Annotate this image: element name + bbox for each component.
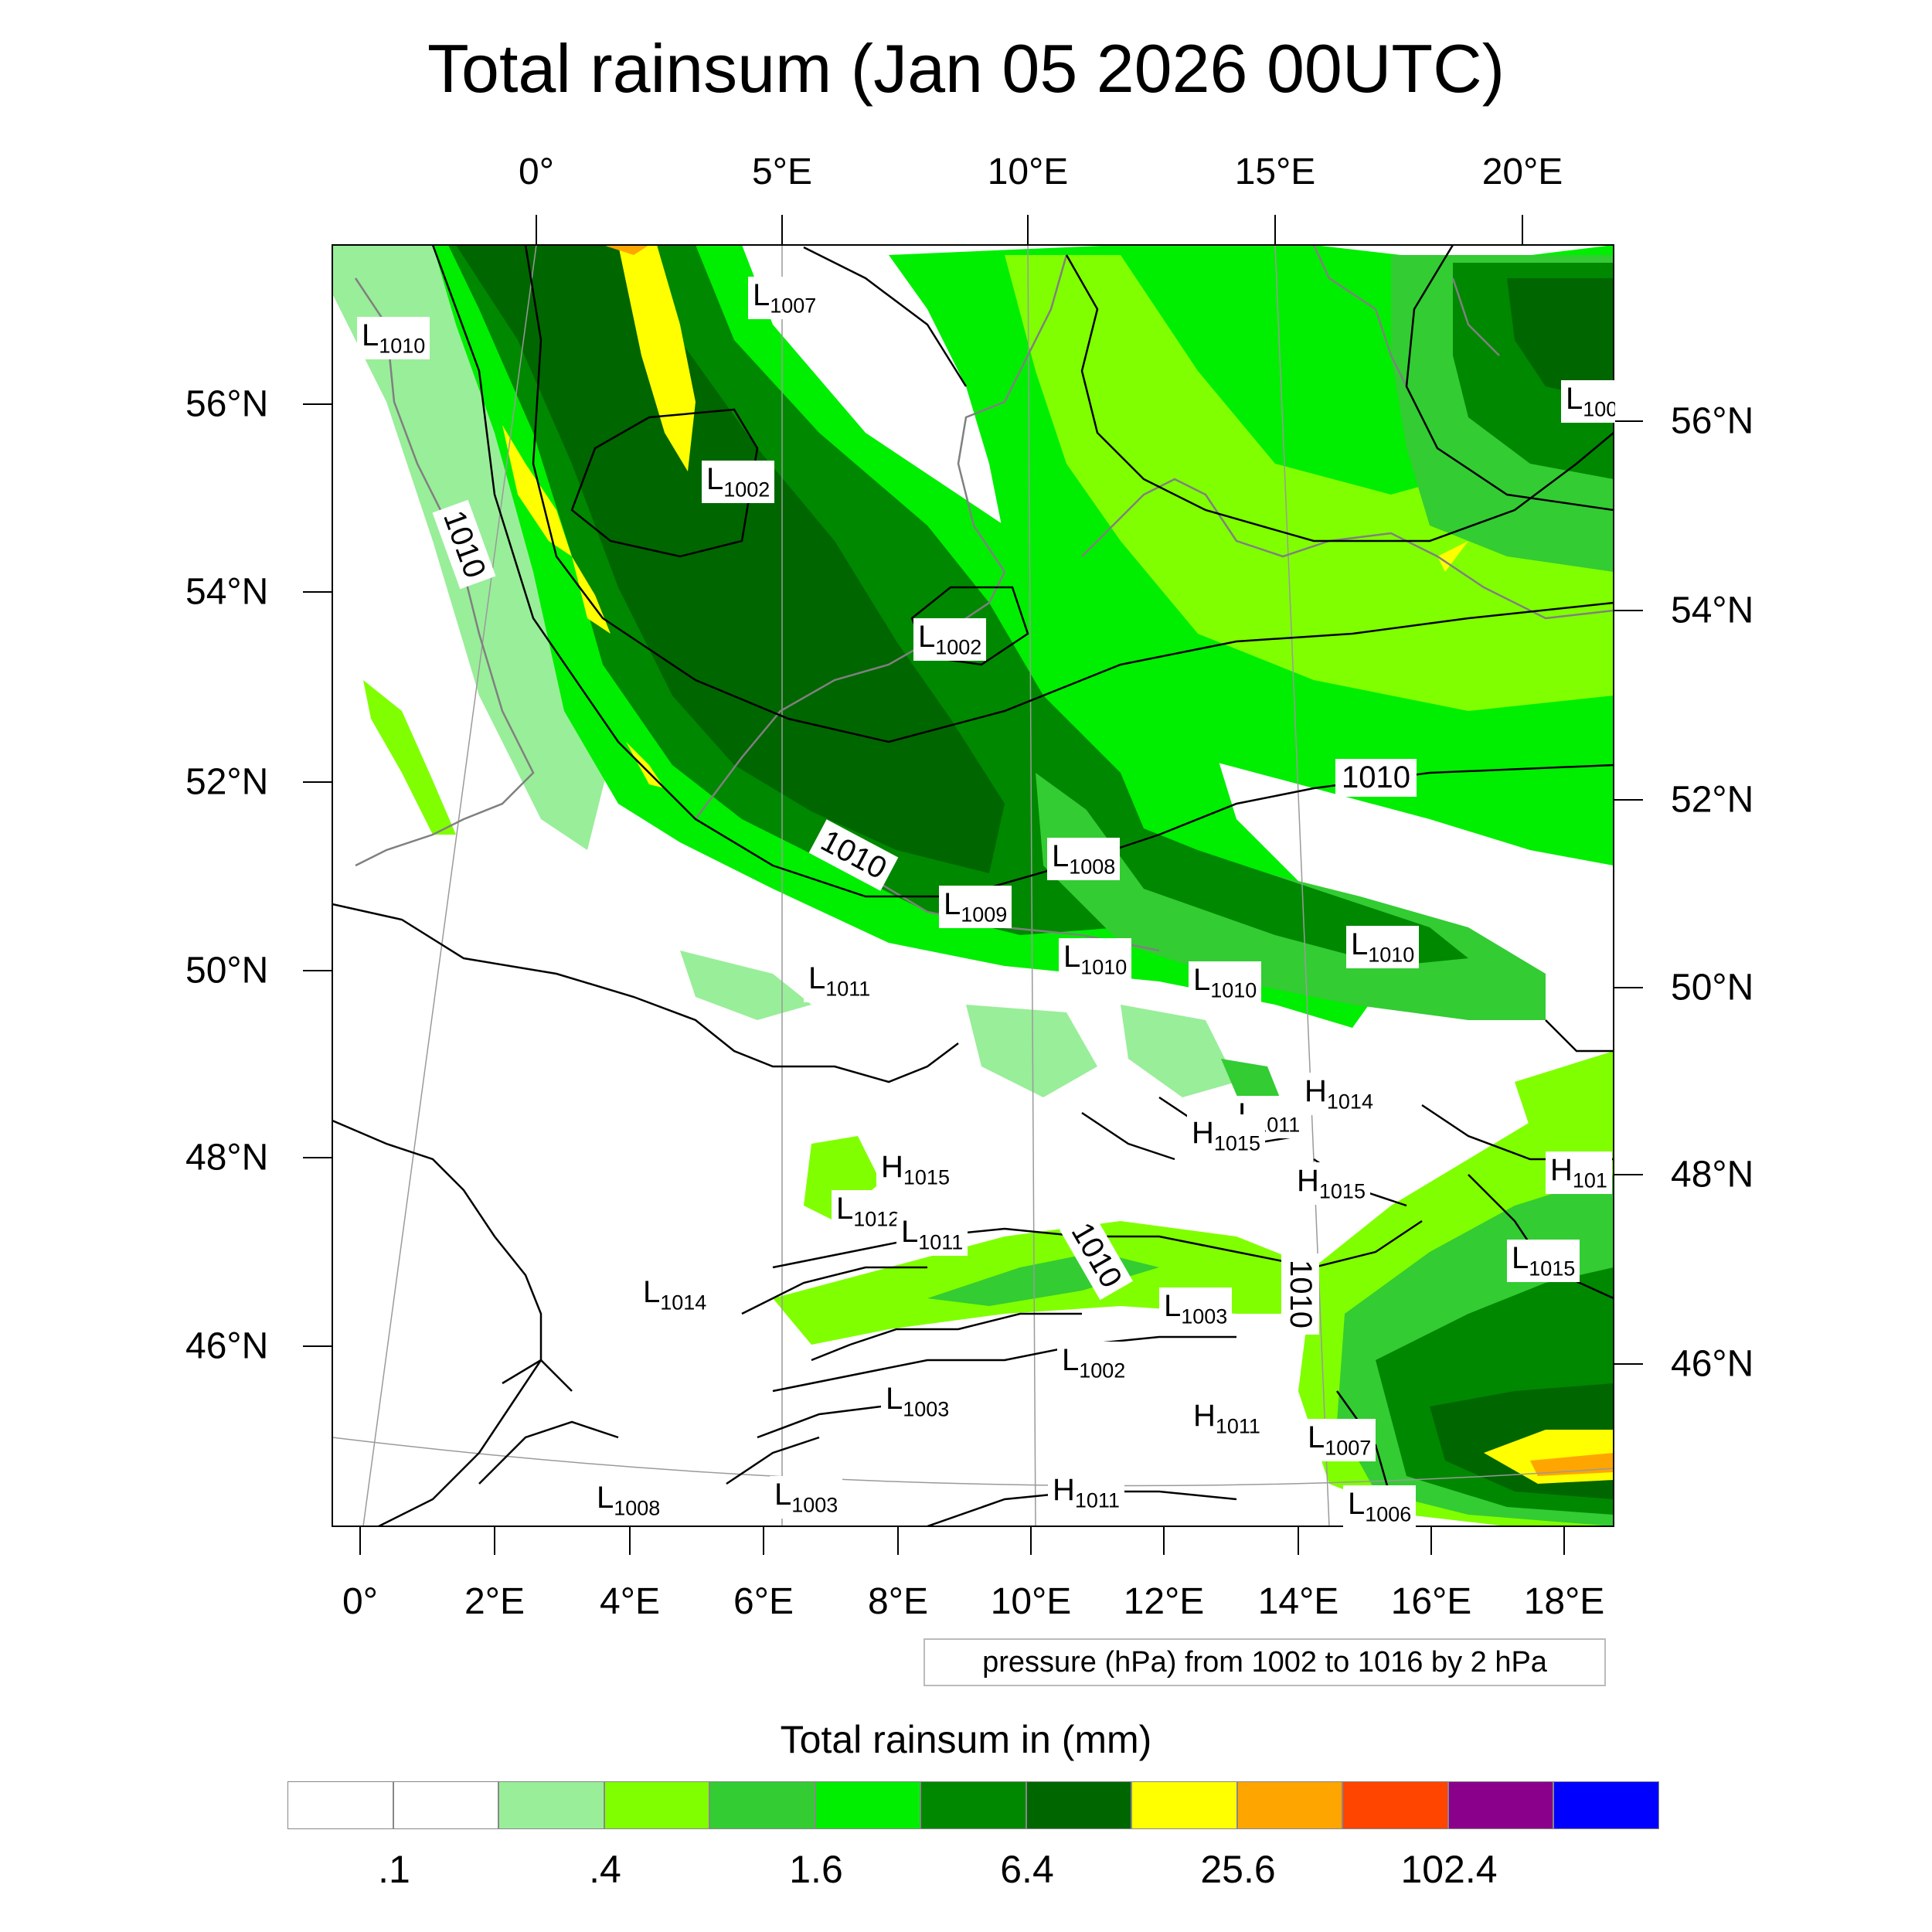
top-tick-label: 10°E — [987, 151, 1069, 192]
colorbar-title: Total rainsum in (mm) — [780, 1718, 1152, 1761]
pressure-center-label: L1012 — [832, 1190, 905, 1233]
bottom-tick-label: 12°E — [1123, 1581, 1205, 1622]
pressure-center-label: H1015 — [876, 1148, 954, 1192]
precip-shading — [332, 245, 1614, 1526]
top-tick-label: 0° — [519, 151, 554, 192]
pressure-center-label: L1010 — [1346, 926, 1420, 969]
colorbar-swatch — [1447, 1781, 1553, 1829]
left-tick-label: 54°N — [185, 571, 269, 613]
colorbar-swatch — [1553, 1781, 1659, 1829]
right-tick-label: 52°N — [1671, 779, 1754, 821]
pressure-center-label: L1009 — [939, 886, 1012, 929]
pressure-center-label: L1003 — [770, 1476, 843, 1519]
colorbar-label: 102.4 — [1400, 1848, 1498, 1891]
pressure-center-label: L1003 — [881, 1380, 954, 1423]
left-tick-label: 52°N — [185, 761, 269, 803]
pressure-center-label: L1011 — [804, 960, 876, 1003]
colorbar-swatch — [393, 1781, 498, 1829]
pressure-center-label: L1014 — [638, 1274, 712, 1317]
pressure-center-label: L1010 — [1189, 961, 1262, 1005]
colorbar-swatch — [1026, 1781, 1131, 1829]
colorbar-swatch — [920, 1781, 1026, 1829]
left-tick-label: 48°N — [185, 1137, 269, 1179]
left-tick-label: 56°N — [185, 383, 269, 425]
pressure-center-label: H1014 — [1300, 1073, 1378, 1116]
isobar-label: 1010 — [1281, 1253, 1319, 1335]
contour-info-box: pressure (hPa) from 1002 to 1016 by 2 hP… — [923, 1638, 1606, 1686]
pressure-center-label: H1015 — [1292, 1162, 1370, 1206]
colorbar-label: .1 — [378, 1848, 410, 1891]
colorbar — [287, 1781, 1659, 1829]
bottom-tick-label: 4°E — [600, 1581, 660, 1622]
pressure-center-label: L1008 — [592, 1479, 665, 1522]
top-tick-label: 20°E — [1481, 151, 1563, 192]
isobar-label: 1010 — [1335, 759, 1417, 797]
colorbar-swatch — [1236, 1781, 1342, 1829]
pressure-center-label: L1008 — [1047, 838, 1121, 881]
pressure-center-label: L100 — [1561, 380, 1615, 423]
left-tick-label: 50°N — [185, 950, 269, 992]
colorbar-swatch — [709, 1781, 815, 1829]
colorbar-swatch — [498, 1781, 604, 1829]
bottom-tick-label: 8°E — [868, 1581, 928, 1622]
colorbar-swatch — [287, 1781, 393, 1829]
top-tick-label: 5°E — [752, 151, 812, 192]
pressure-center-label: L1002 — [1057, 1342, 1131, 1385]
right-tick-label: 46°N — [1671, 1343, 1754, 1385]
bottom-tick-label: 10°E — [990, 1581, 1072, 1622]
colorbar-swatch — [1131, 1781, 1237, 1829]
pressure-center-label: L1011 — [896, 1213, 968, 1257]
pressure-center-label: H101 — [1546, 1151, 1612, 1195]
right-tick-label: 56°N — [1671, 400, 1754, 442]
right-tick-label: 54°N — [1671, 590, 1754, 631]
pressure-center-label: L1002 — [913, 618, 987, 662]
colorbar-label: 6.4 — [1000, 1848, 1054, 1891]
colorbar-label: .4 — [589, 1848, 621, 1891]
map-title: Total rainsum (Jan 05 2026 00UTC) — [427, 30, 1505, 107]
pressure-center-label: L1002 — [702, 461, 775, 504]
left-tick-label: 46°N — [185, 1325, 269, 1367]
bottom-tick-label: 16°E — [1390, 1581, 1472, 1622]
colorbar-swatch — [815, 1781, 920, 1829]
pressure-center-label: L1010 — [357, 317, 430, 360]
pressure-center-label: H1015 — [1187, 1114, 1265, 1158]
pressure-center-label: L1007 — [1303, 1419, 1376, 1462]
bottom-tick-label: 14°E — [1257, 1581, 1339, 1622]
bottom-tick-label: 2°E — [464, 1581, 525, 1622]
pressure-center-label: L1015 — [1507, 1240, 1580, 1283]
bottom-tick-label: 0° — [342, 1581, 378, 1622]
bottom-tick-label: 6°E — [733, 1581, 794, 1622]
pressure-center-label: L1007 — [748, 277, 821, 320]
pressure-center-label: H1011 — [1048, 1471, 1124, 1515]
pressure-center-label: H1011 — [1189, 1397, 1265, 1440]
colorbar-swatch — [1342, 1781, 1448, 1829]
colorbar-swatch — [604, 1781, 709, 1829]
colorbar-label: 25.6 — [1200, 1848, 1276, 1891]
pressure-center-label: L1003 — [1159, 1287, 1233, 1331]
axis-ticks — [303, 215, 1643, 1555]
right-tick-label: 50°N — [1671, 967, 1754, 1009]
pressure-center-label: L1006 — [1343, 1485, 1417, 1529]
top-tick-label: 15°E — [1234, 151, 1316, 192]
right-tick-label: 48°N — [1671, 1154, 1754, 1196]
bottom-tick-label: 18°E — [1523, 1581, 1605, 1622]
pressure-center-label: L1010 — [1059, 938, 1132, 981]
colorbar-label: 1.6 — [789, 1848, 843, 1891]
